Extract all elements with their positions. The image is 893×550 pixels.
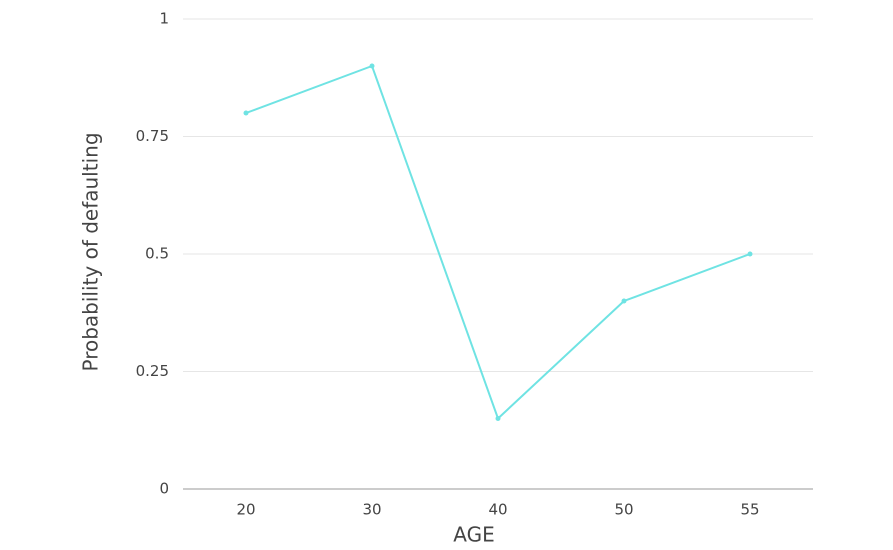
x-tick-label: 40	[488, 501, 507, 519]
y-tick-label: 0.75	[136, 127, 169, 145]
data-point	[747, 251, 753, 257]
data-point	[369, 63, 375, 69]
x-tick-label: 50	[614, 501, 633, 519]
y-tick-label: 0	[159, 480, 169, 498]
y-axis-title: Probability of defaulting	[79, 132, 103, 371]
y-tick-label: 0.25	[136, 362, 169, 380]
data-point	[495, 416, 501, 421]
y-tick-label: 1	[159, 10, 169, 28]
x-tick-label: 55	[740, 501, 759, 519]
data-point	[621, 298, 627, 304]
x-tick-label: 30	[362, 501, 381, 519]
y-tick-label: 0.5	[145, 245, 169, 263]
data-point	[243, 110, 249, 116]
x-tick-label: 20	[236, 501, 255, 519]
data-line	[245, 64, 751, 421]
x-axis-title: AGE	[453, 523, 494, 547]
